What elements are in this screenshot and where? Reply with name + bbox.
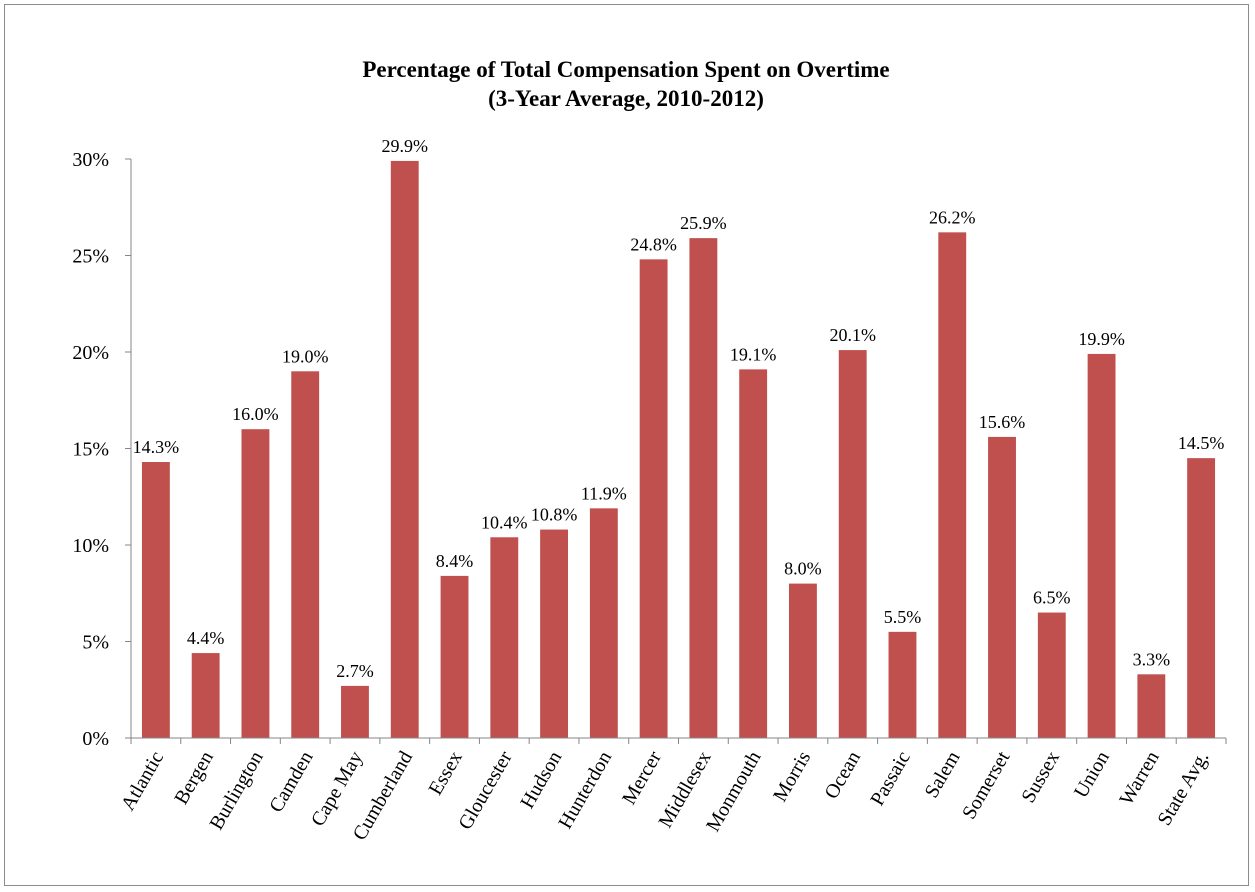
bar: [1087, 353, 1116, 738]
data-label: 15.6%: [979, 412, 1026, 432]
x-tick-label: Salem: [921, 747, 965, 802]
x-tick-label: Mercer: [618, 747, 666, 808]
bar: [788, 583, 817, 738]
bar: [1037, 612, 1066, 738]
data-label: 6.5%: [1033, 588, 1071, 608]
bar: [141, 462, 170, 738]
x-tick-label: Passaic: [866, 747, 915, 809]
bar: [938, 232, 967, 738]
x-tick-label: Morris: [769, 747, 815, 805]
bar: [1137, 674, 1166, 738]
x-tick-label: Atlantic: [117, 747, 168, 814]
data-label: 19.1%: [730, 344, 777, 364]
data-label: 24.8%: [630, 234, 677, 254]
y-tick-label: 20%: [72, 342, 109, 364]
x-tick-label: Union: [1070, 748, 1114, 802]
bar: [390, 160, 419, 738]
data-label: 2.7%: [336, 661, 374, 681]
data-label: 8.4%: [436, 551, 474, 571]
data-label: 3.3%: [1133, 649, 1171, 669]
bars: [141, 160, 1216, 738]
data-label: 10.8%: [531, 505, 578, 525]
data-label: 19.0%: [282, 346, 329, 366]
bar: [739, 369, 768, 738]
x-tick-label: Bergen: [170, 748, 218, 809]
x-tick-label: Sussex: [1017, 748, 1064, 807]
data-label: 11.9%: [581, 483, 627, 503]
bar: [191, 653, 220, 738]
chart-title: Percentage of Total Compensation Spent o…: [362, 57, 889, 82]
x-tick-label: Warren: [1115, 748, 1163, 810]
bar: [589, 508, 618, 738]
data-label: 8.0%: [784, 559, 822, 579]
data-label: 10.4%: [481, 512, 528, 532]
data-label: 26.2%: [929, 207, 976, 227]
x-tick-label: Essex: [424, 748, 466, 799]
bar: [241, 429, 270, 738]
x-tick-label: Camden: [265, 748, 317, 817]
y-tick-label: 10%: [72, 535, 109, 557]
chart-frame: Percentage of Total Compensation Spent o…: [4, 4, 1249, 886]
bar: [838, 350, 867, 738]
bar: [341, 685, 369, 738]
y-axis: 0% 5% 10% 15% 20% 25% 30%: [72, 149, 132, 750]
data-label: 5.5%: [884, 607, 922, 627]
data-label: 4.4%: [187, 628, 225, 648]
data-label: 29.9%: [382, 136, 429, 156]
data-labels: 14.3% 4.4% 16.0% 19.0% 2.7% 29.9% 8.4% 10.4% 10.…: [133, 136, 1225, 681]
data-label: 14.3%: [133, 437, 180, 457]
x-tick-label: Somerset: [958, 747, 1014, 823]
bar: [639, 259, 668, 738]
bar: [440, 575, 469, 738]
bar-chart: Percentage of Total Compensation Spent o…: [72, 57, 1227, 844]
bar: [988, 436, 1016, 738]
chart-subtitle: (3-Year Average, 2010-2012): [488, 86, 764, 111]
y-tick-label: 15%: [72, 439, 109, 461]
y-tick-label: 30%: [72, 149, 109, 171]
bar: [291, 371, 320, 738]
bar: [888, 631, 917, 738]
x-tick-label: Hudson: [516, 748, 566, 813]
y-tick-label: 0%: [82, 728, 109, 750]
bar: [540, 529, 569, 738]
bar: [689, 238, 718, 738]
y-tick-label: 5%: [82, 632, 109, 654]
bar: [1187, 458, 1216, 738]
data-label: 20.1%: [829, 325, 876, 345]
bar: [490, 537, 519, 738]
data-label: 16.0%: [232, 404, 279, 424]
y-tick-label: 25%: [72, 246, 109, 268]
x-tick-label: Ocean: [820, 748, 865, 803]
data-label: 25.9%: [680, 213, 727, 233]
data-label: 19.9%: [1078, 329, 1125, 349]
data-label: 14.5%: [1178, 433, 1225, 453]
